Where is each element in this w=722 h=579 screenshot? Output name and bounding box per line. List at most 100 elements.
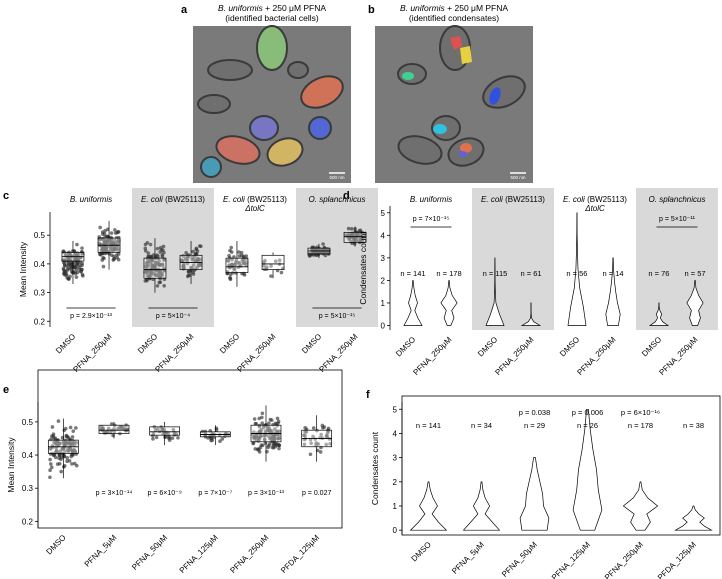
c-point xyxy=(153,260,158,265)
d-n-label: n = 57 xyxy=(685,269,706,278)
d-facet-title: E. coli (BW25113) xyxy=(563,195,627,204)
panel-a-title-rest: + 250 μM PFNA xyxy=(263,3,327,13)
e-point xyxy=(60,447,65,451)
c-point xyxy=(101,264,106,269)
e-point xyxy=(153,428,158,433)
c-ytick-label: 0.3 xyxy=(34,289,46,298)
d-facet-title: E. coli (BW25113) xyxy=(481,195,545,204)
e-xtick-label: PFNA_125μM xyxy=(178,533,220,575)
c-point xyxy=(145,273,149,278)
f-violin xyxy=(519,457,550,531)
panel-f-letter: f xyxy=(366,389,370,401)
e-point xyxy=(275,433,280,437)
e-point xyxy=(252,430,256,434)
e-point xyxy=(48,462,53,466)
c-point xyxy=(279,270,284,275)
d-xtick-label: DMSO xyxy=(640,335,663,358)
e-point xyxy=(273,444,278,449)
d-xtick-label: PFNA_250μM xyxy=(575,335,617,377)
c-point xyxy=(98,225,102,230)
d-n-label: n = 178 xyxy=(436,269,461,278)
e-point xyxy=(63,449,67,454)
e-point xyxy=(53,441,58,446)
c-point xyxy=(109,231,114,235)
c-xtick-label: PFNA_250μM xyxy=(317,332,359,374)
e-point xyxy=(60,435,65,440)
d-n-label: n = 76 xyxy=(648,269,669,278)
e-point xyxy=(70,435,75,439)
d-p-value: p = 7×10⁻¹⁵ xyxy=(413,216,450,223)
c-point xyxy=(148,242,153,247)
e-point xyxy=(49,465,54,470)
e-point xyxy=(119,425,123,430)
c-point xyxy=(269,264,273,268)
d-violin xyxy=(605,257,621,326)
e-box xyxy=(98,424,130,434)
c-point xyxy=(111,258,116,262)
c-point xyxy=(226,259,231,263)
c-point xyxy=(162,250,166,255)
e-point xyxy=(254,433,259,437)
e-point xyxy=(262,437,267,441)
e-point xyxy=(51,432,56,437)
panel-e-letter: e xyxy=(3,384,9,396)
c-point xyxy=(195,265,200,269)
e-point xyxy=(65,456,70,460)
c-point xyxy=(191,263,196,267)
c-point xyxy=(237,250,241,254)
f-xtick-label: PFNA_125μM xyxy=(550,540,592,579)
d-n-label: n = 56 xyxy=(566,269,587,278)
c-point xyxy=(228,276,233,281)
c-point xyxy=(230,257,234,262)
d-n-label: n = 14 xyxy=(603,269,624,278)
c-point xyxy=(241,261,246,265)
e-point xyxy=(303,433,307,438)
c-point xyxy=(240,258,245,262)
c-point xyxy=(261,263,266,268)
e-point xyxy=(68,425,73,430)
c-point xyxy=(74,275,79,279)
d-violin xyxy=(686,280,704,326)
e-point xyxy=(263,433,268,437)
e-point xyxy=(48,468,52,473)
e-point xyxy=(258,445,263,450)
c-point xyxy=(227,253,231,258)
e-point xyxy=(48,457,52,462)
c-box xyxy=(225,257,249,273)
e-point xyxy=(74,463,79,468)
c-point xyxy=(321,242,325,246)
c-point xyxy=(66,276,71,281)
c-xtick-label: DMSO xyxy=(300,332,323,355)
c-point xyxy=(262,267,267,271)
c-point xyxy=(62,261,67,266)
d-facet-title: O. splanchnicus xyxy=(649,195,706,204)
e-point xyxy=(61,465,66,469)
e-box xyxy=(149,426,181,436)
f-p-value: p = 6×10⁻¹⁶ xyxy=(621,408,660,417)
e-point xyxy=(50,425,55,429)
facet-background xyxy=(636,188,718,330)
c-point xyxy=(228,272,233,277)
e-point xyxy=(256,435,261,440)
c-point xyxy=(155,284,160,288)
c-point xyxy=(160,254,165,259)
d-violin xyxy=(485,257,505,326)
c-point xyxy=(160,262,165,267)
c-point xyxy=(116,246,121,251)
e-point xyxy=(303,425,307,430)
e-p-value: p = 3×10⁻¹⁴ xyxy=(96,490,133,497)
e-point xyxy=(277,436,281,440)
c-point xyxy=(160,271,164,276)
e-xtick-label: PFNA_50μM xyxy=(130,533,169,572)
e-point xyxy=(324,442,329,447)
f-violin xyxy=(622,481,659,531)
e-point xyxy=(257,416,262,421)
c-point xyxy=(146,264,151,268)
d-violin xyxy=(648,302,670,326)
c-point xyxy=(184,251,188,255)
c-point xyxy=(346,226,351,231)
panel-b-title-rest: + 250 μM PFNA xyxy=(445,3,509,13)
c-ytick-label: 0.4 xyxy=(34,260,46,269)
